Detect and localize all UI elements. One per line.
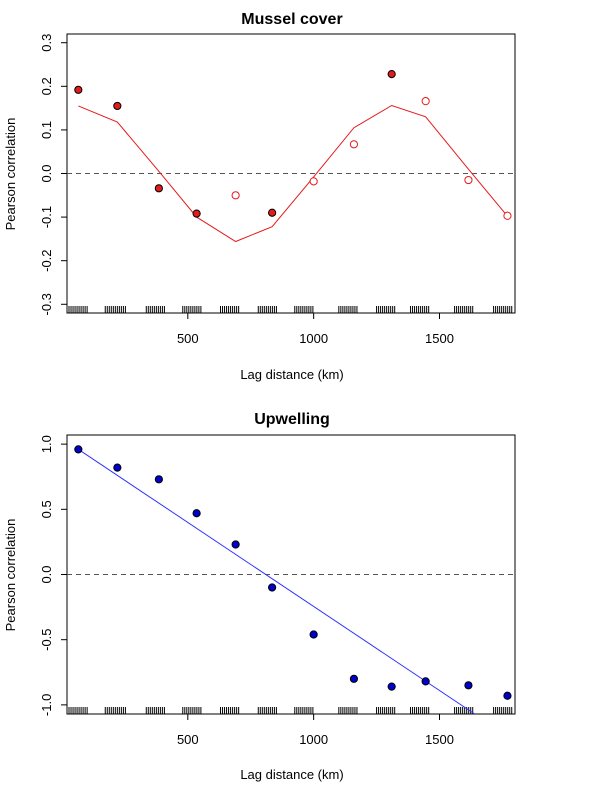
data-point-open [349,140,359,149]
data-point-filled [464,681,473,690]
y-tick-label: -0.3 [39,293,54,315]
chart-title: Upwelling [254,411,330,428]
x-tick-label: 1500 [425,331,454,346]
data-point-filled [113,463,122,472]
y-tick-label: -0.2 [39,249,54,271]
x-axis-label: Lag distance (km) [240,367,343,382]
data-point-filled [192,209,201,218]
data-point-filled [154,475,163,484]
fit-line [78,448,476,714]
y-tick-label: -0.5 [39,628,54,650]
x-axis-label: Lag distance (km) [240,767,343,782]
data-point-open [421,97,430,106]
data-point-filled [268,208,277,217]
y-axis-label: Pearson correlation [3,118,18,231]
y-tick-label: 0.0 [39,164,54,182]
data-point-filled [192,509,201,518]
y-tick-label: 1.0 [39,435,54,453]
data-point-filled [421,677,430,686]
data-point-filled [309,630,318,639]
data-point-filled [387,682,396,691]
y-tick-label: -1.0 [39,694,54,716]
data-point-filled [231,540,240,549]
data-point-filled [268,583,277,592]
mussel-cover-panel: Mussel cover Lag distance (km) Pearson c… [3,11,516,382]
data-point-filled [113,101,122,111]
data-point-filled [387,70,396,79]
y-axis-label: Pearson correlation [3,519,18,632]
data-point-open [231,191,240,200]
upwelling-panel: Upwelling Lag distance (km) Pearson corr… [3,411,516,782]
data-point-filled [74,85,83,94]
x-tick-label: 1000 [299,732,328,747]
data-point-filled [349,674,359,683]
y-tick-label: 0.3 [39,34,54,52]
y-tick-label: -0.1 [39,206,54,228]
data-point-filled [74,445,83,454]
chart-title: Mussel cover [241,11,342,28]
y-tick-label: 0.5 [39,500,54,518]
data-point-filled [154,184,163,193]
x-tick-label: 500 [177,732,199,747]
x-tick-label: 1000 [299,331,328,346]
x-tick-label: 1500 [425,732,454,747]
fit-line [78,104,508,243]
data-point-open [464,175,473,185]
y-tick-label: 0.0 [39,565,54,583]
y-tick-label: 0.2 [39,77,54,95]
x-tick-label: 500 [177,331,199,346]
data-point-filled [503,691,512,700]
data-point-open [503,211,512,220]
y-tick-label: 0.1 [39,121,54,139]
data-point-open [309,177,318,186]
